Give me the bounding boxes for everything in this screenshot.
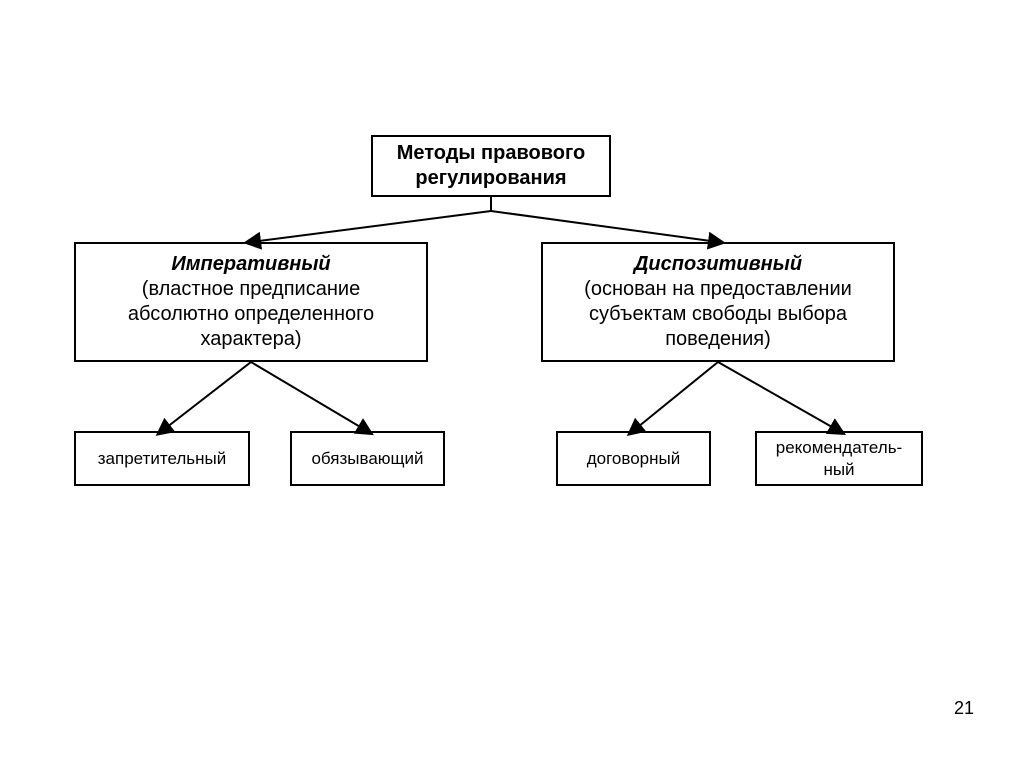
page-number: 21 bbox=[954, 698, 974, 719]
page-number-text: 21 bbox=[954, 698, 974, 718]
leaf-r1-label: договорный bbox=[587, 448, 681, 469]
mid-left-desc-2: характера) bbox=[200, 327, 301, 352]
mid-left-desc-1: абсолютно определенного bbox=[128, 302, 374, 327]
mid-left-desc-0: (властное предписание bbox=[142, 277, 360, 302]
leaf-l2-label: обязывающий bbox=[311, 448, 423, 469]
mid-right-desc-2: поведения) bbox=[665, 327, 771, 352]
connectors-svg bbox=[0, 0, 1024, 767]
leaf-l1: запретительный bbox=[74, 431, 250, 486]
leaf-l1-label: запретительный bbox=[98, 448, 226, 469]
mid-right-desc-1: субъектам свободы выбора bbox=[589, 302, 847, 327]
root-line2: регулирования bbox=[415, 166, 566, 191]
leaf-l2: обязывающий bbox=[290, 431, 445, 486]
mid-left-title: Императивный bbox=[171, 252, 330, 277]
mid-right-desc-0: (основан на предоставлении bbox=[584, 277, 852, 302]
leaf-r1: договорный bbox=[556, 431, 711, 486]
leaf-r2-label: рекомендатель- ный bbox=[776, 437, 902, 480]
mid-right-node: Диспозитивный (основан на предоставлении… bbox=[541, 242, 895, 362]
root-node: Методы правового регулирования bbox=[371, 135, 611, 197]
mid-right-title: Диспозитивный bbox=[634, 252, 802, 277]
root-line1: Методы правового bbox=[397, 141, 586, 166]
mid-left-node: Императивный (властное предписание абсол… bbox=[74, 242, 428, 362]
leaf-r2: рекомендатель- ный bbox=[755, 431, 923, 486]
